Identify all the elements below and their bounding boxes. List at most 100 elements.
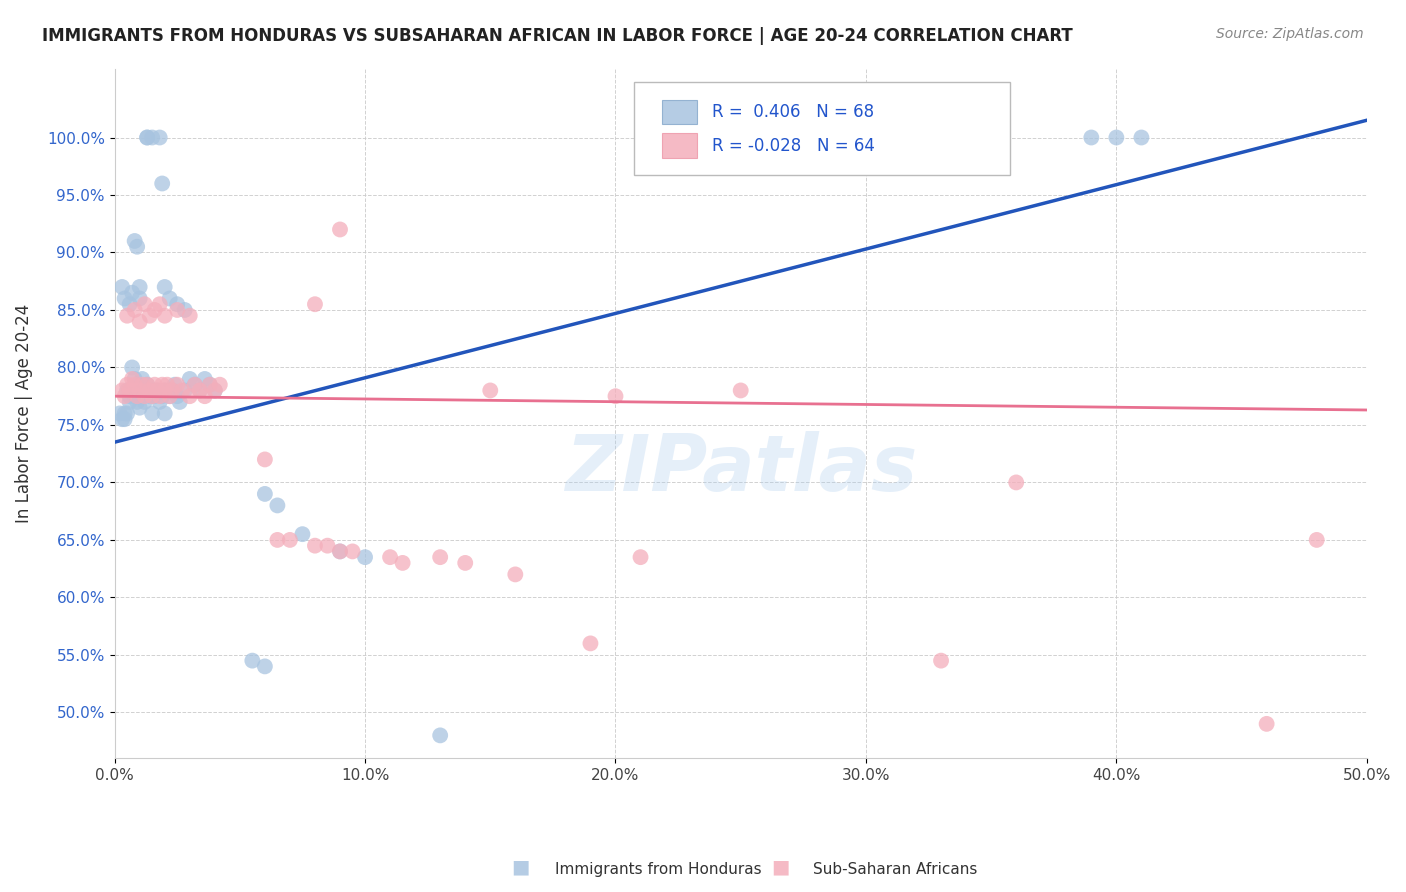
Point <box>163 377 186 392</box>
Point <box>149 297 172 311</box>
Point <box>149 389 172 403</box>
Point <box>108 407 131 421</box>
Point <box>141 130 163 145</box>
Point <box>204 384 226 398</box>
Point <box>143 302 166 317</box>
Point <box>605 389 627 403</box>
Point <box>730 384 752 398</box>
Point <box>114 412 136 426</box>
Text: IMMIGRANTS FROM HONDURAS VS SUBSAHARAN AFRICAN IN LABOR FORCE | AGE 20-24 CORREL: IMMIGRANTS FROM HONDURAS VS SUBSAHARAN A… <box>42 27 1073 45</box>
Point <box>194 372 217 386</box>
Point <box>146 384 169 398</box>
Point <box>579 636 602 650</box>
FancyBboxPatch shape <box>634 82 1010 176</box>
Point <box>253 487 276 501</box>
Text: R =  0.406   N = 68: R = 0.406 N = 68 <box>711 103 875 121</box>
Point <box>1080 130 1102 145</box>
Point <box>166 297 188 311</box>
Point <box>134 395 156 409</box>
Point <box>378 550 401 565</box>
Point <box>121 285 143 300</box>
Point <box>141 407 163 421</box>
Point <box>136 130 159 145</box>
Point <box>179 389 201 403</box>
Point <box>111 280 134 294</box>
Point <box>141 384 163 398</box>
Point <box>316 539 339 553</box>
Text: R = -0.028   N = 64: R = -0.028 N = 64 <box>711 136 875 155</box>
Point <box>124 377 146 392</box>
Point <box>118 384 141 398</box>
Point <box>118 395 141 409</box>
Text: Immigrants from Honduras: Immigrants from Honduras <box>555 862 762 877</box>
Point <box>179 372 201 386</box>
Point <box>118 297 141 311</box>
Point <box>454 556 477 570</box>
Point <box>929 654 952 668</box>
Point <box>505 567 527 582</box>
Point <box>253 659 276 673</box>
Point <box>121 360 143 375</box>
Point <box>149 130 172 145</box>
Point <box>153 384 176 398</box>
Point <box>184 377 207 392</box>
Point <box>141 389 163 403</box>
Point <box>342 544 364 558</box>
Point <box>124 234 146 248</box>
Point <box>156 377 179 392</box>
Point <box>121 372 143 386</box>
Point <box>173 384 195 398</box>
Point <box>1306 533 1329 547</box>
Point <box>128 292 150 306</box>
Point <box>329 544 352 558</box>
Point <box>124 372 146 386</box>
Point <box>114 389 136 403</box>
Point <box>166 302 188 317</box>
Point <box>159 389 181 403</box>
Text: Sub-Saharan Africans: Sub-Saharan Africans <box>813 862 977 877</box>
Point <box>127 389 149 403</box>
Point <box>429 728 451 742</box>
Point <box>150 177 173 191</box>
Point <box>114 407 136 421</box>
Point <box>111 412 134 426</box>
Point <box>1256 717 1278 731</box>
Point <box>115 407 138 421</box>
Point <box>115 377 138 392</box>
Point <box>114 292 136 306</box>
Point <box>128 384 150 398</box>
Point <box>111 384 134 398</box>
Text: ■: ■ <box>770 858 790 877</box>
Point <box>146 384 169 398</box>
Point <box>479 384 502 398</box>
Text: Source: ZipAtlas.com: Source: ZipAtlas.com <box>1216 27 1364 41</box>
Point <box>1130 130 1153 145</box>
Point <box>188 384 211 398</box>
Point <box>121 384 143 398</box>
Point <box>136 377 159 392</box>
Point <box>429 550 451 565</box>
Point <box>128 401 150 415</box>
Point <box>128 280 150 294</box>
Point <box>124 389 146 403</box>
Point <box>136 130 159 145</box>
Point <box>127 395 149 409</box>
Point <box>166 389 188 403</box>
Point <box>630 550 652 565</box>
Point <box>124 302 146 317</box>
Point <box>153 384 176 398</box>
Point <box>150 377 173 392</box>
Point <box>127 240 149 254</box>
Y-axis label: In Labor Force | Age 20-24: In Labor Force | Age 20-24 <box>15 304 32 523</box>
Point <box>391 556 413 570</box>
Text: ■: ■ <box>510 858 530 877</box>
Point <box>159 292 181 306</box>
Point <box>278 533 301 547</box>
Bar <box>662 100 697 124</box>
Point <box>128 314 150 328</box>
Point <box>304 539 326 553</box>
Bar <box>662 134 697 158</box>
Point <box>240 654 263 668</box>
Point <box>188 384 211 398</box>
Point <box>131 389 153 403</box>
